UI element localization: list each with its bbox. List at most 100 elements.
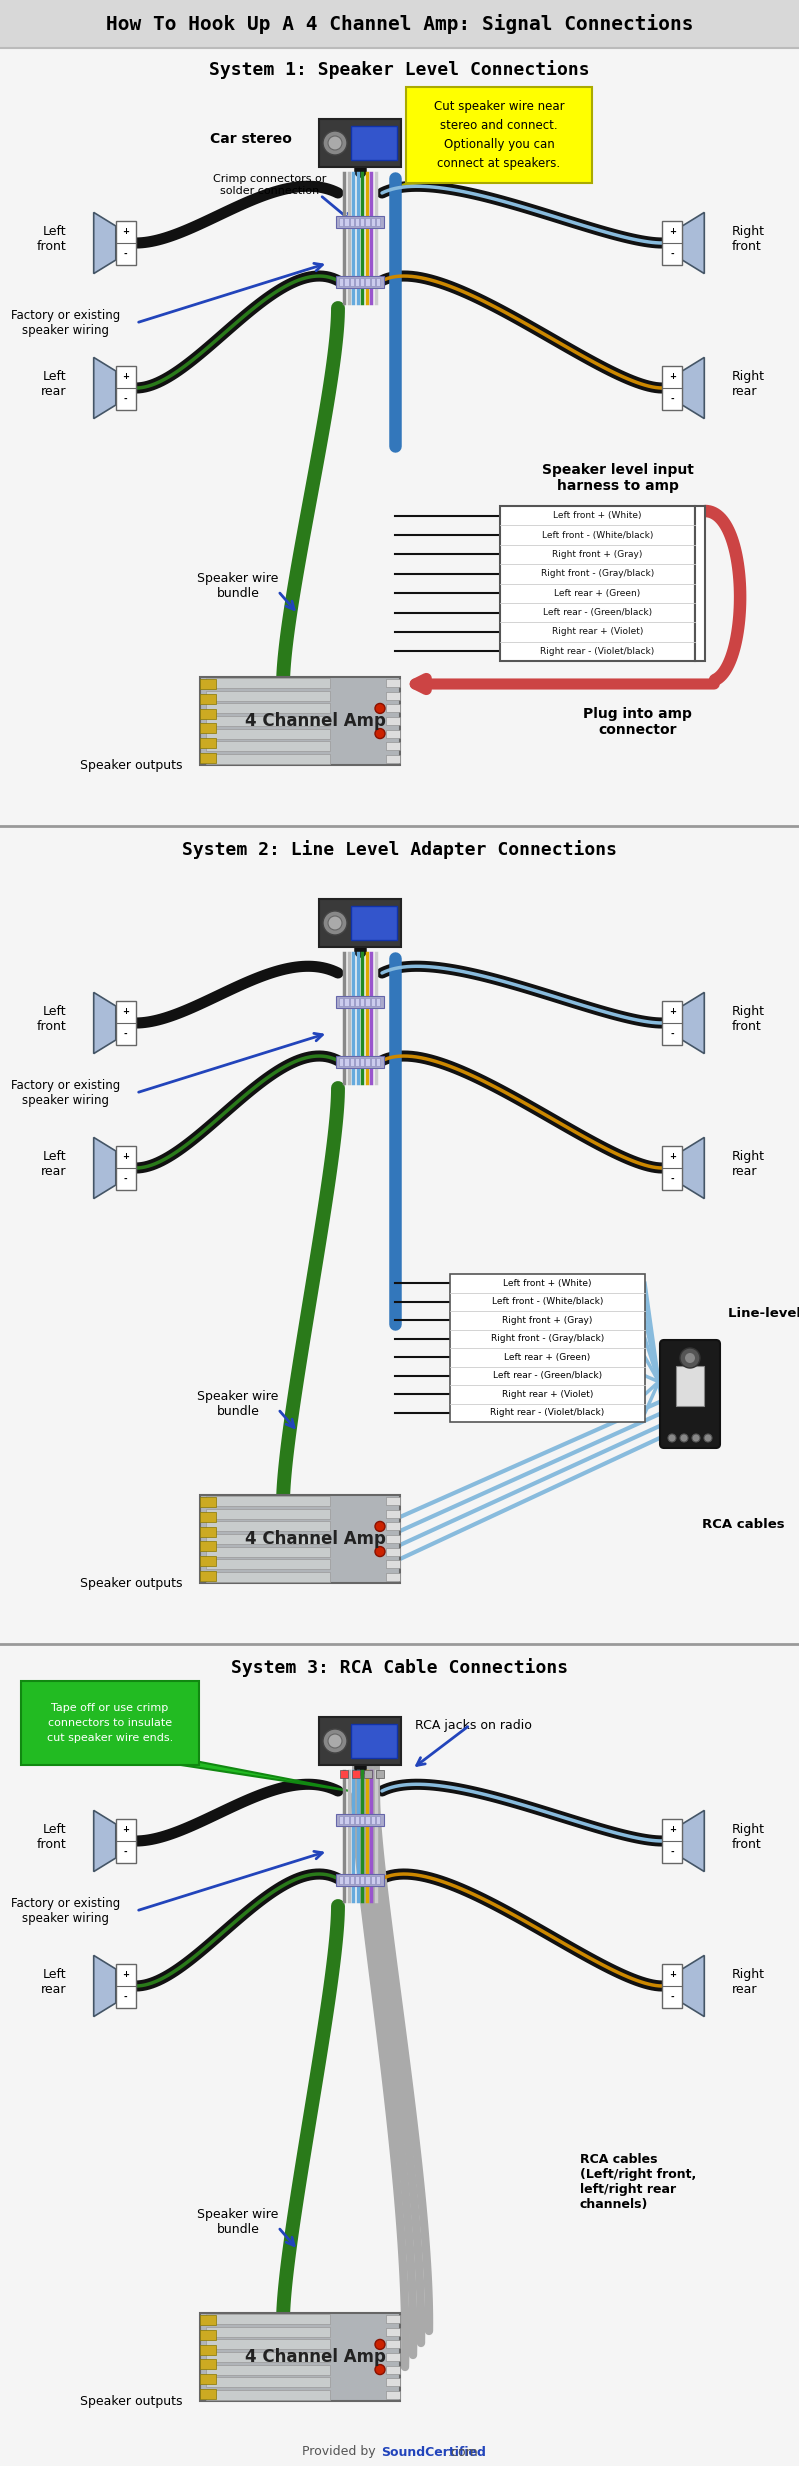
- Text: -: -: [670, 395, 674, 404]
- Bar: [344, 1817, 348, 1825]
- Circle shape: [680, 1435, 688, 1443]
- Bar: [344, 1058, 348, 1065]
- Text: 4 Channel Amp: 4 Channel Amp: [244, 2348, 385, 2365]
- Bar: [386, 1573, 400, 1581]
- Polygon shape: [155, 1761, 350, 1790]
- Circle shape: [685, 1354, 695, 1364]
- Polygon shape: [402, 180, 465, 185]
- Text: 4 Channel Amp: 4 Channel Amp: [244, 1529, 385, 1549]
- Bar: [386, 2377, 400, 2387]
- Bar: [200, 723, 216, 732]
- Text: Speaker wire
bundle: Speaker wire bundle: [197, 2207, 279, 2237]
- Bar: [360, 999, 364, 1006]
- Bar: [339, 999, 344, 1006]
- Circle shape: [375, 1546, 385, 1556]
- Bar: [500, 506, 695, 661]
- Text: Right
rear: Right rear: [732, 1149, 765, 1179]
- Bar: [355, 1817, 359, 1825]
- Bar: [336, 1815, 384, 1827]
- Text: Speaker wire
bundle: Speaker wire bundle: [197, 572, 279, 599]
- Bar: [200, 708, 216, 718]
- Bar: [340, 1771, 348, 1778]
- Circle shape: [323, 1729, 347, 1753]
- Bar: [360, 1058, 364, 1065]
- Bar: [206, 2377, 330, 2387]
- Text: System 1: Speaker Level Connections: System 1: Speaker Level Connections: [209, 62, 590, 79]
- Text: Left
rear: Left rear: [41, 1968, 66, 1995]
- Bar: [349, 1817, 354, 1825]
- Bar: [371, 1877, 375, 1884]
- Bar: [116, 1147, 136, 1191]
- Bar: [200, 678, 400, 764]
- Bar: [386, 678, 400, 688]
- Bar: [200, 2390, 216, 2399]
- Bar: [200, 1556, 216, 1566]
- Bar: [386, 2353, 400, 2360]
- Bar: [200, 1526, 216, 1536]
- Bar: [386, 718, 400, 725]
- Circle shape: [323, 131, 347, 155]
- Text: Right front - (Gray/black): Right front - (Gray/black): [541, 570, 654, 580]
- Bar: [206, 2390, 330, 2399]
- Circle shape: [375, 2340, 385, 2350]
- Bar: [349, 1877, 354, 1884]
- Text: +: +: [122, 227, 129, 237]
- Bar: [206, 1509, 330, 1519]
- Polygon shape: [682, 212, 704, 274]
- Bar: [206, 2365, 330, 2375]
- Bar: [365, 279, 369, 286]
- Polygon shape: [682, 1810, 704, 1872]
- Bar: [200, 2375, 216, 2385]
- Bar: [371, 279, 375, 286]
- Bar: [344, 999, 348, 1006]
- Text: Right front + (Gray): Right front + (Gray): [503, 1317, 593, 1324]
- Bar: [365, 999, 369, 1006]
- Bar: [200, 1494, 400, 1583]
- Polygon shape: [93, 1956, 116, 2017]
- Text: Right rear - (Violet/black): Right rear - (Violet/black): [540, 646, 654, 656]
- Bar: [349, 1058, 354, 1065]
- Bar: [371, 999, 375, 1006]
- Text: Right
front: Right front: [732, 1822, 765, 1852]
- Text: How To Hook Up A 4 Channel Amp: Signal Connections: How To Hook Up A 4 Channel Amp: Signal C…: [105, 15, 694, 35]
- Text: +: +: [122, 1009, 129, 1016]
- Text: Left
front: Left front: [36, 224, 66, 254]
- Circle shape: [375, 1522, 385, 1531]
- Bar: [206, 690, 330, 700]
- Bar: [386, 755, 400, 762]
- Polygon shape: [682, 991, 704, 1053]
- Polygon shape: [93, 1810, 116, 1872]
- Bar: [206, 1546, 330, 1556]
- Bar: [344, 1877, 348, 1884]
- Circle shape: [375, 727, 385, 740]
- Polygon shape: [93, 1137, 116, 1198]
- Bar: [386, 2340, 400, 2348]
- Bar: [336, 996, 384, 1009]
- Bar: [355, 1877, 359, 1884]
- Text: +: +: [122, 1152, 129, 1161]
- Circle shape: [323, 910, 347, 935]
- Bar: [339, 1058, 344, 1065]
- Bar: [662, 1963, 682, 2007]
- Bar: [386, 730, 400, 737]
- Text: Factory or existing
speaker wiring: Factory or existing speaker wiring: [11, 1080, 121, 1107]
- Circle shape: [375, 703, 385, 713]
- Bar: [386, 693, 400, 700]
- Text: Right rear + (Violet): Right rear + (Violet): [552, 626, 643, 636]
- Text: Factory or existing
speaker wiring: Factory or existing speaker wiring: [11, 308, 121, 338]
- Bar: [116, 1820, 136, 1864]
- Bar: [386, 2390, 400, 2399]
- Bar: [206, 1559, 330, 1568]
- Bar: [200, 1541, 216, 1551]
- Text: -: -: [670, 1993, 674, 2002]
- FancyBboxPatch shape: [660, 1339, 720, 1448]
- Text: Left
front: Left front: [36, 1822, 66, 1852]
- Polygon shape: [682, 1137, 704, 1198]
- Bar: [662, 1820, 682, 1864]
- Text: System 3: RCA Cable Connections: System 3: RCA Cable Connections: [231, 1660, 568, 1677]
- Bar: [200, 737, 216, 747]
- Bar: [355, 279, 359, 286]
- Bar: [355, 219, 359, 227]
- Bar: [371, 1058, 375, 1065]
- Bar: [386, 1497, 400, 1504]
